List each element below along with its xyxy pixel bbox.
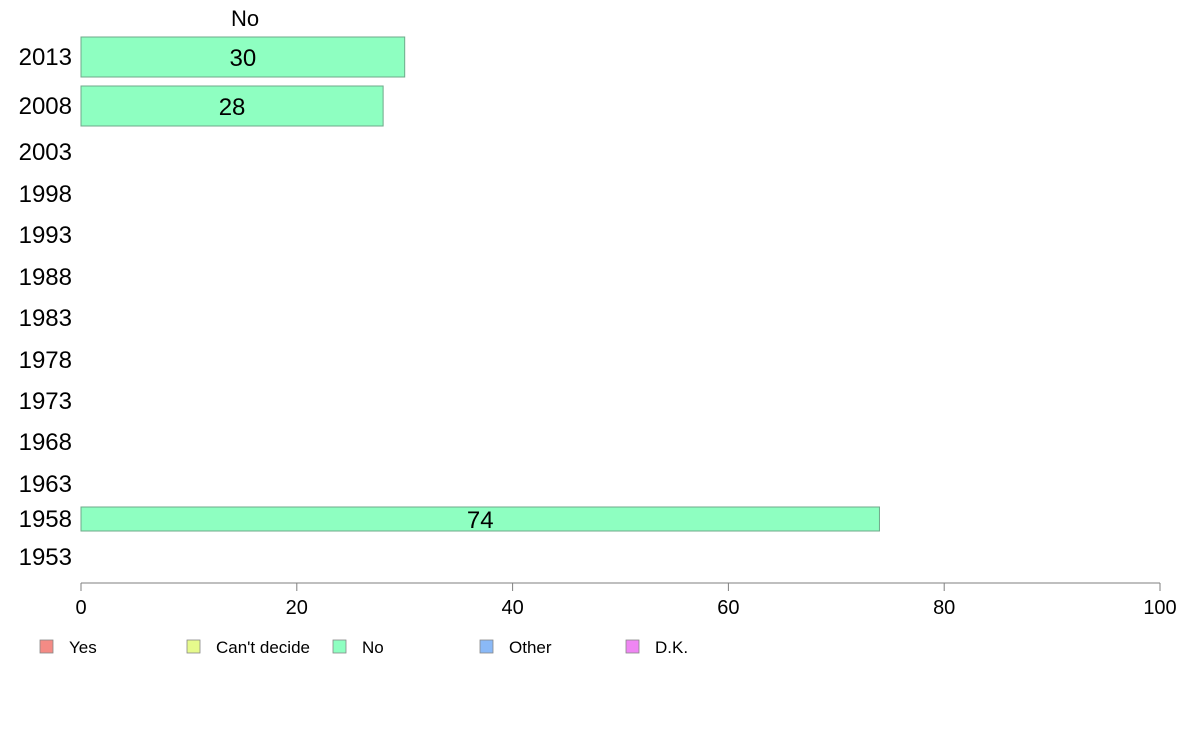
x-tick-label: 100 [1143,597,1176,619]
y-tick-label: 1953 [19,544,72,571]
legend-item: Can't decide [186,638,310,657]
x-tick-label: 80 [933,597,955,619]
legend-item: Yes [39,638,97,657]
x-tick-label: 40 [501,597,523,619]
legend-label: D.K. [655,638,688,657]
bar [80,506,880,532]
y-tick-label: 1998 [19,181,72,208]
x-tick-label: 60 [717,597,739,619]
bar-value-label: 74 [467,507,494,534]
legend-item: No [332,638,384,657]
bar-value-label: 30 [229,45,256,72]
column-header: No [231,6,259,31]
bar [80,36,406,78]
x-tick-label: 20 [286,597,308,619]
y-tick-label: 1963 [19,471,72,498]
legend-item: D.K. [625,638,688,657]
y-tick-label: 2013 [19,44,72,71]
y-tick-label: 1968 [19,429,72,456]
bar [80,85,384,127]
legend-swatch [479,639,494,654]
x-tick-label: 0 [75,597,86,619]
legend-label: Other [509,638,552,657]
legend-swatch [332,639,347,654]
y-tick-label: 1978 [19,347,72,374]
legend-item: Other [479,638,552,657]
legend-swatch [186,639,201,654]
legend-label: No [362,638,384,657]
y-tick-label: 2008 [19,93,72,120]
y-tick-label: 1983 [19,305,72,332]
y-tick-label: 1973 [19,388,72,415]
bar-value-label: 28 [219,94,246,121]
y-tick-label: 2003 [19,139,72,166]
legend-label: Yes [69,638,97,657]
legend-label: Can't decide [216,638,310,657]
legend-swatch [625,639,640,654]
y-tick-label: 1988 [19,264,72,291]
y-tick-label: 1993 [19,222,72,249]
y-tick-label: 1958 [19,506,72,533]
legend-swatch [39,639,54,654]
